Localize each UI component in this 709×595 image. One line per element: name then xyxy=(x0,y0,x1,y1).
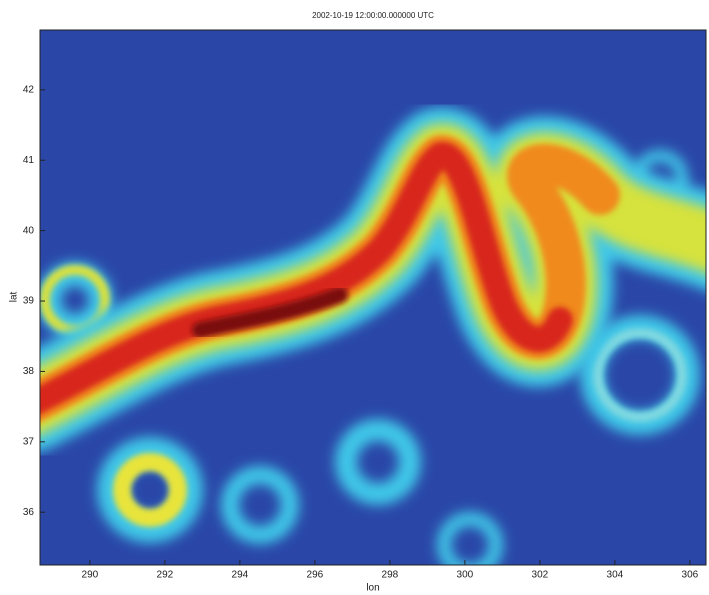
x-tick-label: 300 xyxy=(457,570,474,581)
x-tick-label: 296 xyxy=(307,570,324,581)
chart-title: 2002-10-19 12:00:00.000000 UTC xyxy=(312,11,434,20)
x-tick-label: 292 xyxy=(157,570,174,581)
y-tick-label: 40 xyxy=(23,225,35,236)
x-tick-label: 298 xyxy=(382,570,399,581)
x-tick-label: 294 xyxy=(232,570,249,581)
page: 2002-10-19 12:00:00.000000 UTC xyxy=(0,0,709,595)
x-axis-label: lon xyxy=(366,583,379,594)
x-tick-label: 302 xyxy=(532,570,549,581)
y-axis-label: lat xyxy=(9,291,20,302)
y-tick-label: 42 xyxy=(23,84,35,95)
y-tick-label: 41 xyxy=(23,155,35,166)
x-tick-label: 290 xyxy=(82,570,99,581)
x-tick-label: 306 xyxy=(682,570,699,581)
y-tick-label: 36 xyxy=(23,507,35,518)
y-tick-label: 38 xyxy=(23,366,35,377)
chart: 2002-10-19 12:00:00.000000 UTC xyxy=(0,0,709,595)
y-tick-label: 37 xyxy=(23,436,35,447)
field xyxy=(30,30,709,571)
y-tick-label: 39 xyxy=(23,296,35,307)
x-tick-label: 304 xyxy=(607,570,624,581)
